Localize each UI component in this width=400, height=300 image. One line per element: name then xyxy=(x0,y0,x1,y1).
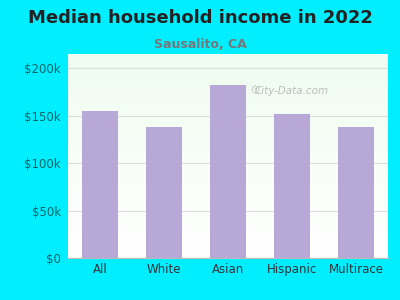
Bar xyxy=(210,85,246,258)
Bar xyxy=(82,111,118,258)
Text: Median household income in 2022: Median household income in 2022 xyxy=(28,9,372,27)
Text: City-Data.com: City-Data.com xyxy=(255,86,329,96)
Text: Sausalito, CA: Sausalito, CA xyxy=(154,38,246,50)
Bar xyxy=(338,127,374,258)
Bar xyxy=(146,127,182,258)
Text: ⚙: ⚙ xyxy=(250,84,261,97)
Bar xyxy=(274,114,310,258)
